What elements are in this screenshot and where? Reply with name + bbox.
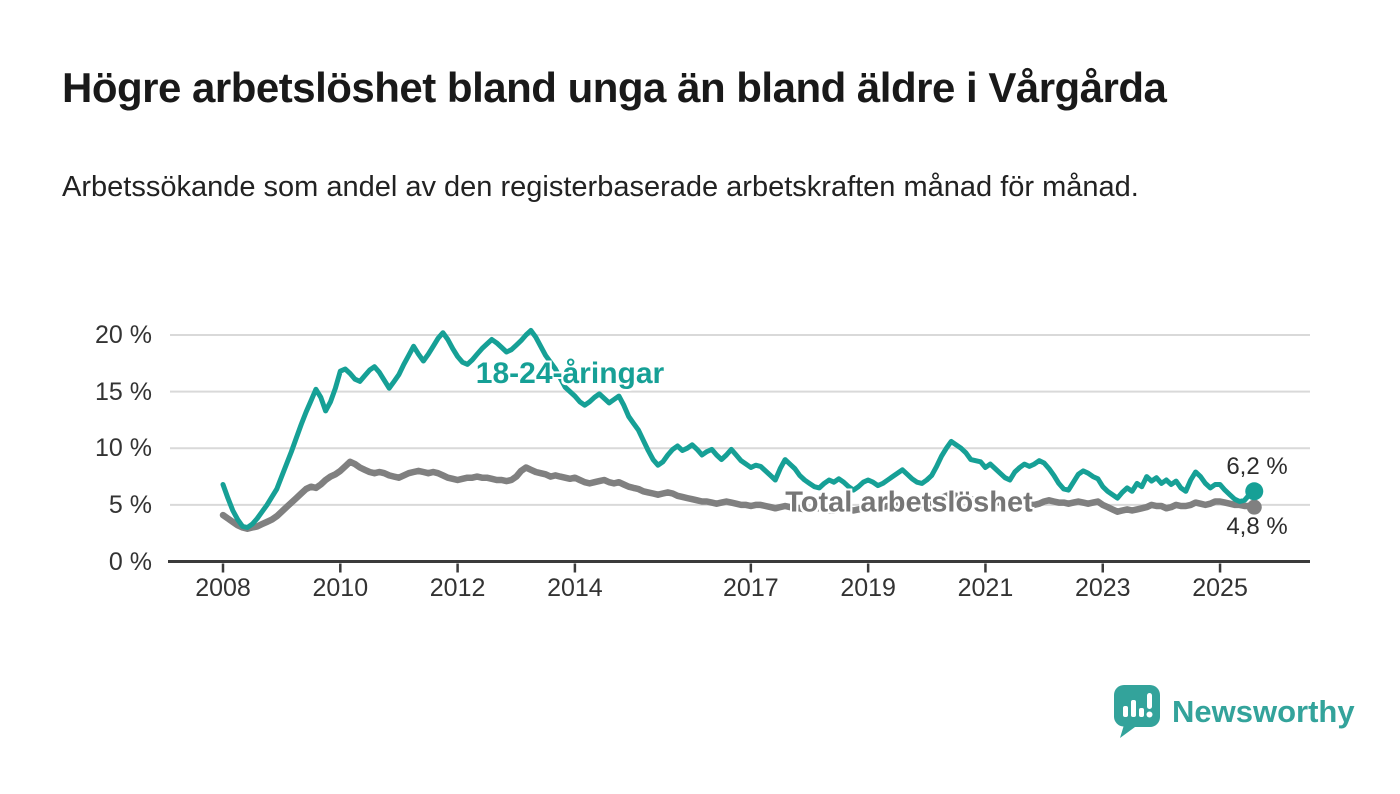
y-axis-label: 5 % xyxy=(108,490,152,519)
x-axis-label: 2019 xyxy=(840,574,896,602)
y-axis-label: 10 % xyxy=(95,434,152,463)
series-end-dot-youth xyxy=(1245,482,1264,501)
x-axis-label: 2023 xyxy=(1074,574,1131,602)
x-axis-label: 2017 xyxy=(723,574,779,602)
chart-title: Högre arbetslöshet bland unga än bland ä… xyxy=(62,64,1167,111)
x-axis-label: 2021 xyxy=(957,574,1014,602)
brand-name: Newsworthy xyxy=(1172,694,1355,729)
end-value-label-total: 4,8 % xyxy=(1226,513,1288,540)
bar-chart-speech-bubble-icon xyxy=(1114,685,1160,738)
newsworthy-logo: Newsworthy xyxy=(1114,684,1355,740)
x-axis-label: 2014 xyxy=(547,574,603,602)
series-label-youth: 18-24-åringar xyxy=(475,357,665,390)
chart-subtitle: Arbetssökande som andel av den registerb… xyxy=(62,171,1139,203)
series-line-total xyxy=(219,458,1258,532)
series-label-total: Total arbetslöshet xyxy=(785,486,1033,519)
x-axis-label: 2025 xyxy=(1192,574,1248,602)
y-axis-label: 15 % xyxy=(95,377,152,406)
series-line-youth xyxy=(220,327,1257,530)
y-axis-label: 20 % xyxy=(95,320,152,349)
end-value-label-youth: 6,2 % xyxy=(1226,453,1288,480)
y-axis-label: 0 % xyxy=(108,547,152,576)
x-axis-label: 2010 xyxy=(312,574,369,602)
series-end-dot-total xyxy=(1246,499,1262,515)
x-axis-label: 2012 xyxy=(429,574,486,602)
x-axis-label: 2008 xyxy=(195,574,251,602)
